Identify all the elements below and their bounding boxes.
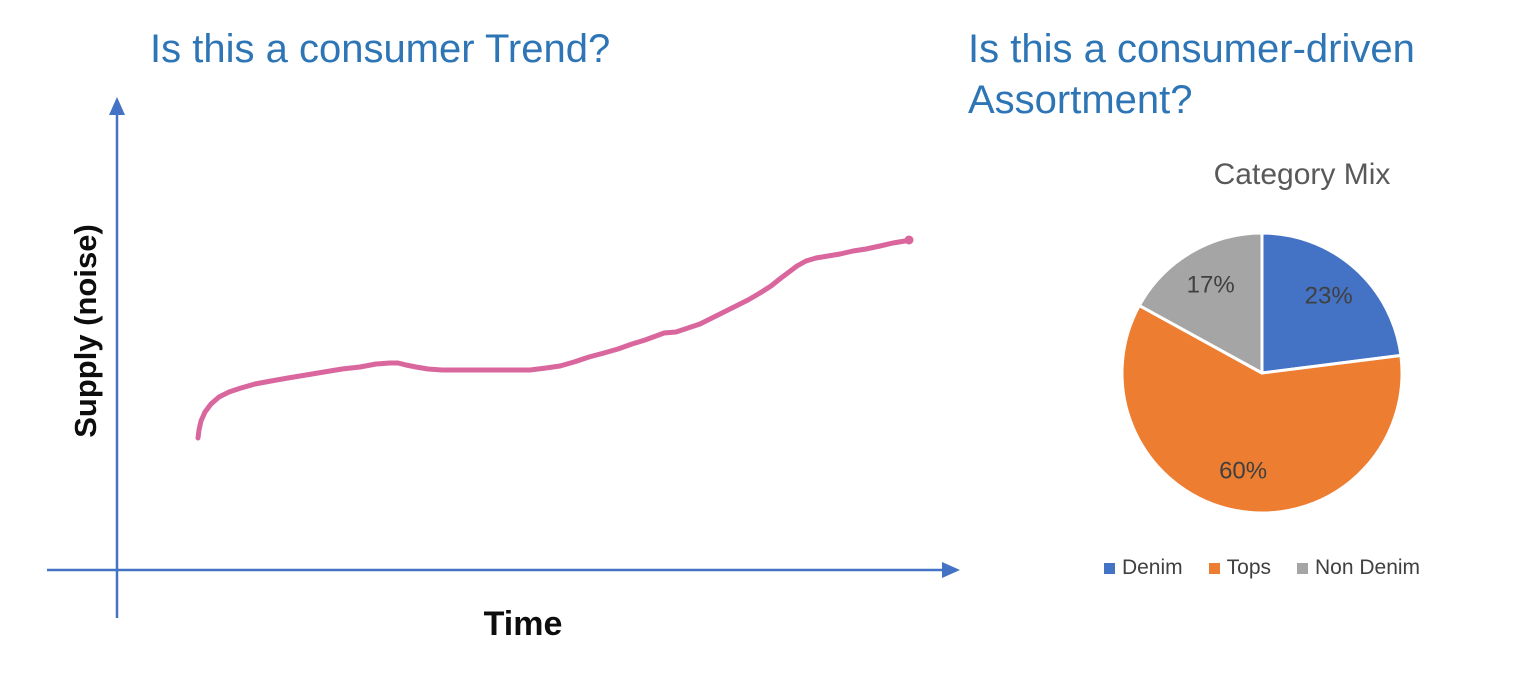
trend-line-series [195, 237, 912, 441]
legend-item-tops: Tops [1208, 556, 1271, 580]
legend-label: Non Denim [1315, 556, 1421, 579]
pie-value-label-tops: 60% [1219, 457, 1267, 484]
pie-slice-non-denim [1137, 231, 1264, 375]
x-axis-label: Time [483, 605, 563, 643]
legend-swatch-icon [1297, 562, 1308, 574]
pie-value-label-denim: 23% [1305, 283, 1353, 310]
pie-legend: Denim Tops Non Denim [1072, 556, 1452, 580]
category-mix-pie-chart: 23% 60% 17% [1120, 231, 1404, 515]
legend-item-non-denim: Non Denim [1297, 556, 1420, 580]
pie-slice-denim [1260, 231, 1403, 375]
legend-item-denim: Denim [1103, 556, 1183, 580]
x-axis-arrowhead-icon [942, 562, 960, 578]
pie-subtitle: Category Mix [1213, 158, 1391, 191]
legend-swatch-icon [1103, 562, 1115, 574]
y-axis-arrowhead-icon [109, 97, 125, 115]
pie-chart-title: Is this a consumer-driven Assortment? [968, 27, 1415, 123]
trend-line-chart [47, 97, 960, 618]
y-axis-label: Supply (noise) [68, 224, 103, 438]
pie-slice-tops [1120, 304, 1404, 515]
trend-line-endpoint [904, 235, 914, 245]
line-chart-title: Is this a consumer Trend? [150, 27, 611, 71]
legend-swatch-icon [1208, 562, 1220, 574]
pie-value-label-non-denim: 17% [1187, 272, 1235, 299]
legend-label: Tops [1226, 556, 1271, 579]
legend-label: Denim [1121, 556, 1183, 579]
